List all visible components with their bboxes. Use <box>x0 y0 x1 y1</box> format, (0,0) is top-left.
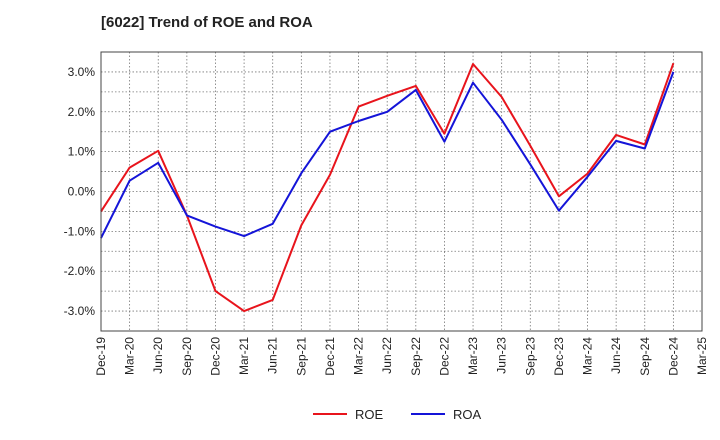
plot-border <box>100 51 703 332</box>
y-tick-label: -2.0% <box>64 264 96 278</box>
x-tick-label: Sep-22 <box>409 337 423 376</box>
x-tick-label: Jun-23 <box>495 337 509 374</box>
x-tick-label: Dec-21 <box>323 337 337 376</box>
y-tick-labels: 3.0% 2.0% 1.0% 0.0% -1.0% -2.0% -3.0% <box>64 65 96 318</box>
x-tick-label: Mar-20 <box>123 337 137 375</box>
y-tick-label: -3.0% <box>64 304 96 318</box>
x-tick-label: Mar-24 <box>581 337 595 375</box>
x-tick-label: Jun-22 <box>380 337 394 374</box>
y-tick-label: 1.0% <box>68 145 96 159</box>
series-line-roa <box>100 71 675 239</box>
x-tick-label: Mar-25 <box>695 337 709 375</box>
y-tick-label: -1.0% <box>64 224 96 238</box>
chart-title: [6022] Trend of ROE and ROA <box>101 14 313 31</box>
x-tick-label: Sep-21 <box>294 337 308 376</box>
x-tick-label: Jun-20 <box>151 337 165 374</box>
legend: ROE ROA <box>313 407 482 422</box>
legend-label-roa: ROA <box>453 407 482 422</box>
x-tick-label: Dec-23 <box>552 337 566 376</box>
x-tick-label: Sep-23 <box>523 337 537 376</box>
x-tick-label: Dec-22 <box>437 337 451 376</box>
y-tick-label: 2.0% <box>68 105 96 119</box>
plot-area <box>101 52 702 331</box>
horizontal-gridlines <box>101 71 702 312</box>
series-line-roe <box>100 62 675 313</box>
x-tick-label: Dec-24 <box>666 337 680 376</box>
y-tick-label: 0.0% <box>68 185 96 199</box>
series-lines <box>100 62 675 313</box>
x-tick-label: Mar-23 <box>466 337 480 375</box>
x-tick-label: Sep-20 <box>180 337 194 376</box>
x-tick-label: Sep-24 <box>638 337 652 376</box>
x-tick-label: Dec-19 <box>94 337 108 376</box>
x-tick-label: Mar-21 <box>237 337 251 375</box>
x-tick-label: Mar-22 <box>352 337 366 375</box>
vertical-gridlines <box>129 52 674 331</box>
x-tick-label: Jun-24 <box>609 337 623 374</box>
x-tick-label: Dec-20 <box>208 337 222 376</box>
x-tick-labels: Dec-19 Mar-20 Jun-20 Sep-20 Dec-20 Mar-21 Jun-… <box>94 337 709 376</box>
legend-label-roe: ROE <box>355 407 384 422</box>
x-tick-label: Jun-21 <box>266 337 280 374</box>
y-tick-label: 3.0% <box>68 65 96 79</box>
